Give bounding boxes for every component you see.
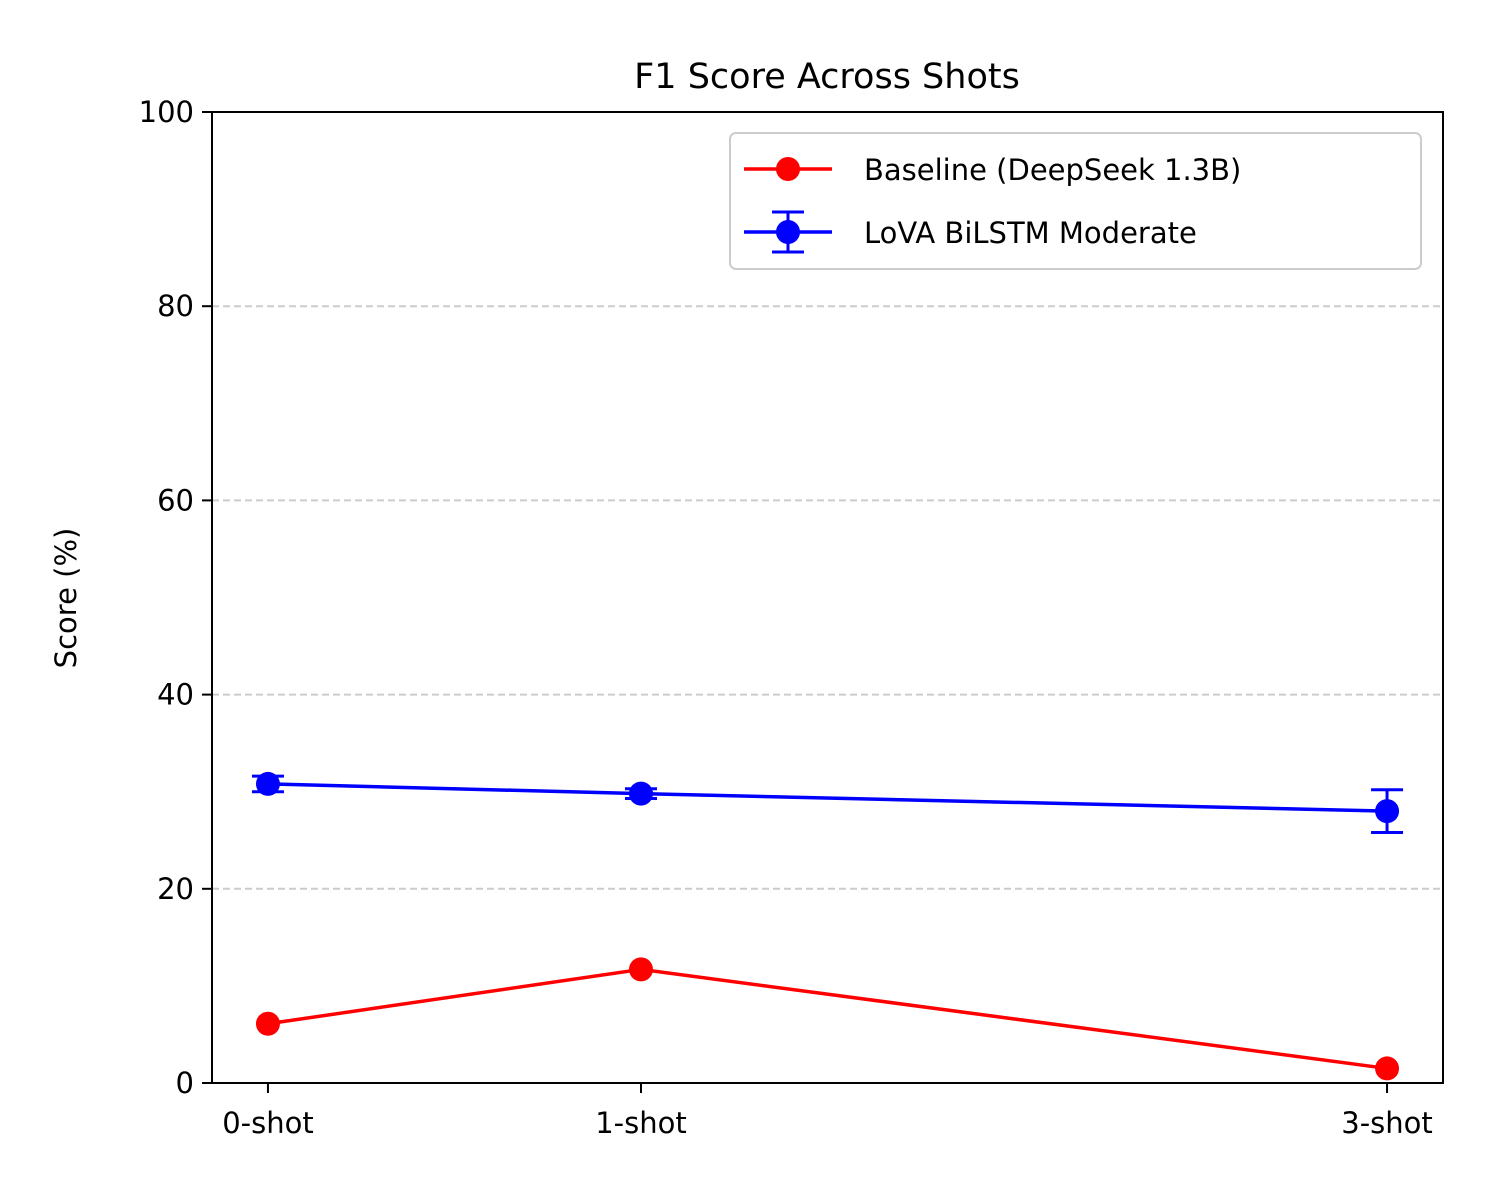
y-tick-label: 40 bbox=[157, 678, 194, 712]
data-point bbox=[628, 781, 653, 806]
axis-ticks: 0 20 40 60 80 100 0-shot 1-shot 3-shot bbox=[139, 95, 1433, 1140]
data-point bbox=[628, 957, 653, 982]
legend-label: LoVA BiLSTM Moderate bbox=[864, 216, 1197, 250]
legend-marker bbox=[776, 157, 800, 181]
plot-frame bbox=[211, 111, 1444, 1084]
data-point bbox=[1375, 799, 1400, 824]
legend-frame bbox=[729, 132, 1422, 270]
x-tick-label: 0-shot bbox=[222, 1106, 314, 1140]
series-layer bbox=[251, 771, 1404, 1081]
y-tick-label: 80 bbox=[157, 289, 194, 323]
x-tick-label: 3-shot bbox=[1341, 1106, 1433, 1140]
y-axis-label: Score (%) bbox=[49, 528, 83, 669]
chart-title: F1 Score Across Shots bbox=[634, 57, 1020, 97]
legend-label: Baseline (DeepSeek 1.3B) bbox=[864, 153, 1241, 187]
y-tick-label: 100 bbox=[139, 95, 194, 129]
y-tick-label: 20 bbox=[157, 872, 194, 906]
legend-marker bbox=[776, 220, 800, 244]
data-point bbox=[255, 1011, 280, 1036]
grid-lines bbox=[212, 305, 1443, 890]
y-tick-label: 60 bbox=[157, 483, 194, 517]
x-tick-label: 1-shot bbox=[595, 1106, 687, 1140]
legend: Baseline (DeepSeek 1.3B) LoVA BiLSTM Mode… bbox=[729, 132, 1422, 270]
data-point bbox=[1375, 1056, 1400, 1081]
y-tick-label: 0 bbox=[176, 1066, 194, 1100]
data-point bbox=[255, 771, 280, 796]
